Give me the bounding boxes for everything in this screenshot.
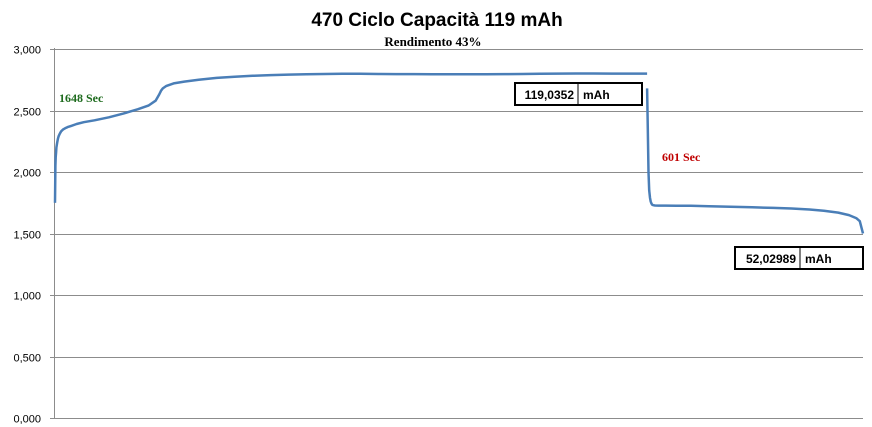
chart-title: 470 Ciclo Capacità 119 mAh: [311, 10, 562, 31]
chart-subtitle: Rendimento 43%: [384, 34, 481, 49]
y-tick-label: 1,000: [13, 291, 41, 303]
series-line-segment-0: [53, 72, 648, 203]
capacity-charge-value: 119,0352: [525, 88, 575, 102]
capacity-box-charge: 119,0352 mAh: [514, 82, 643, 106]
y-tick-label: 2,000: [13, 168, 41, 180]
capacity-box-discharge: 52,02989 mAh: [734, 246, 864, 270]
y-tick-label: 0,000: [13, 414, 41, 426]
gridlines: [55, 49, 863, 419]
capacity-discharge-value: 52,02989: [746, 252, 796, 266]
y-tick-label: 2,500: [13, 107, 41, 119]
y-tick-label: 1,500: [13, 230, 41, 242]
capacity-discharge-unit: mAh: [805, 252, 832, 266]
annotation-charge-time: 1648 Sec: [59, 91, 104, 105]
capacity-charge-unit: mAh: [583, 88, 610, 102]
y-tick-label: 0,500: [13, 353, 41, 365]
annotation-discharge-time: 601 Sec: [662, 150, 701, 164]
y-tick-label: 3,000: [13, 45, 41, 57]
series-line-segment-1: [645, 88, 865, 234]
y-axis-ticks: 0,000 0,500 1,000 1,500 2,000 2,500 3,000: [13, 45, 55, 426]
capacity-box-discharge-frame: [734, 246, 864, 270]
series-group: [53, 72, 865, 234]
